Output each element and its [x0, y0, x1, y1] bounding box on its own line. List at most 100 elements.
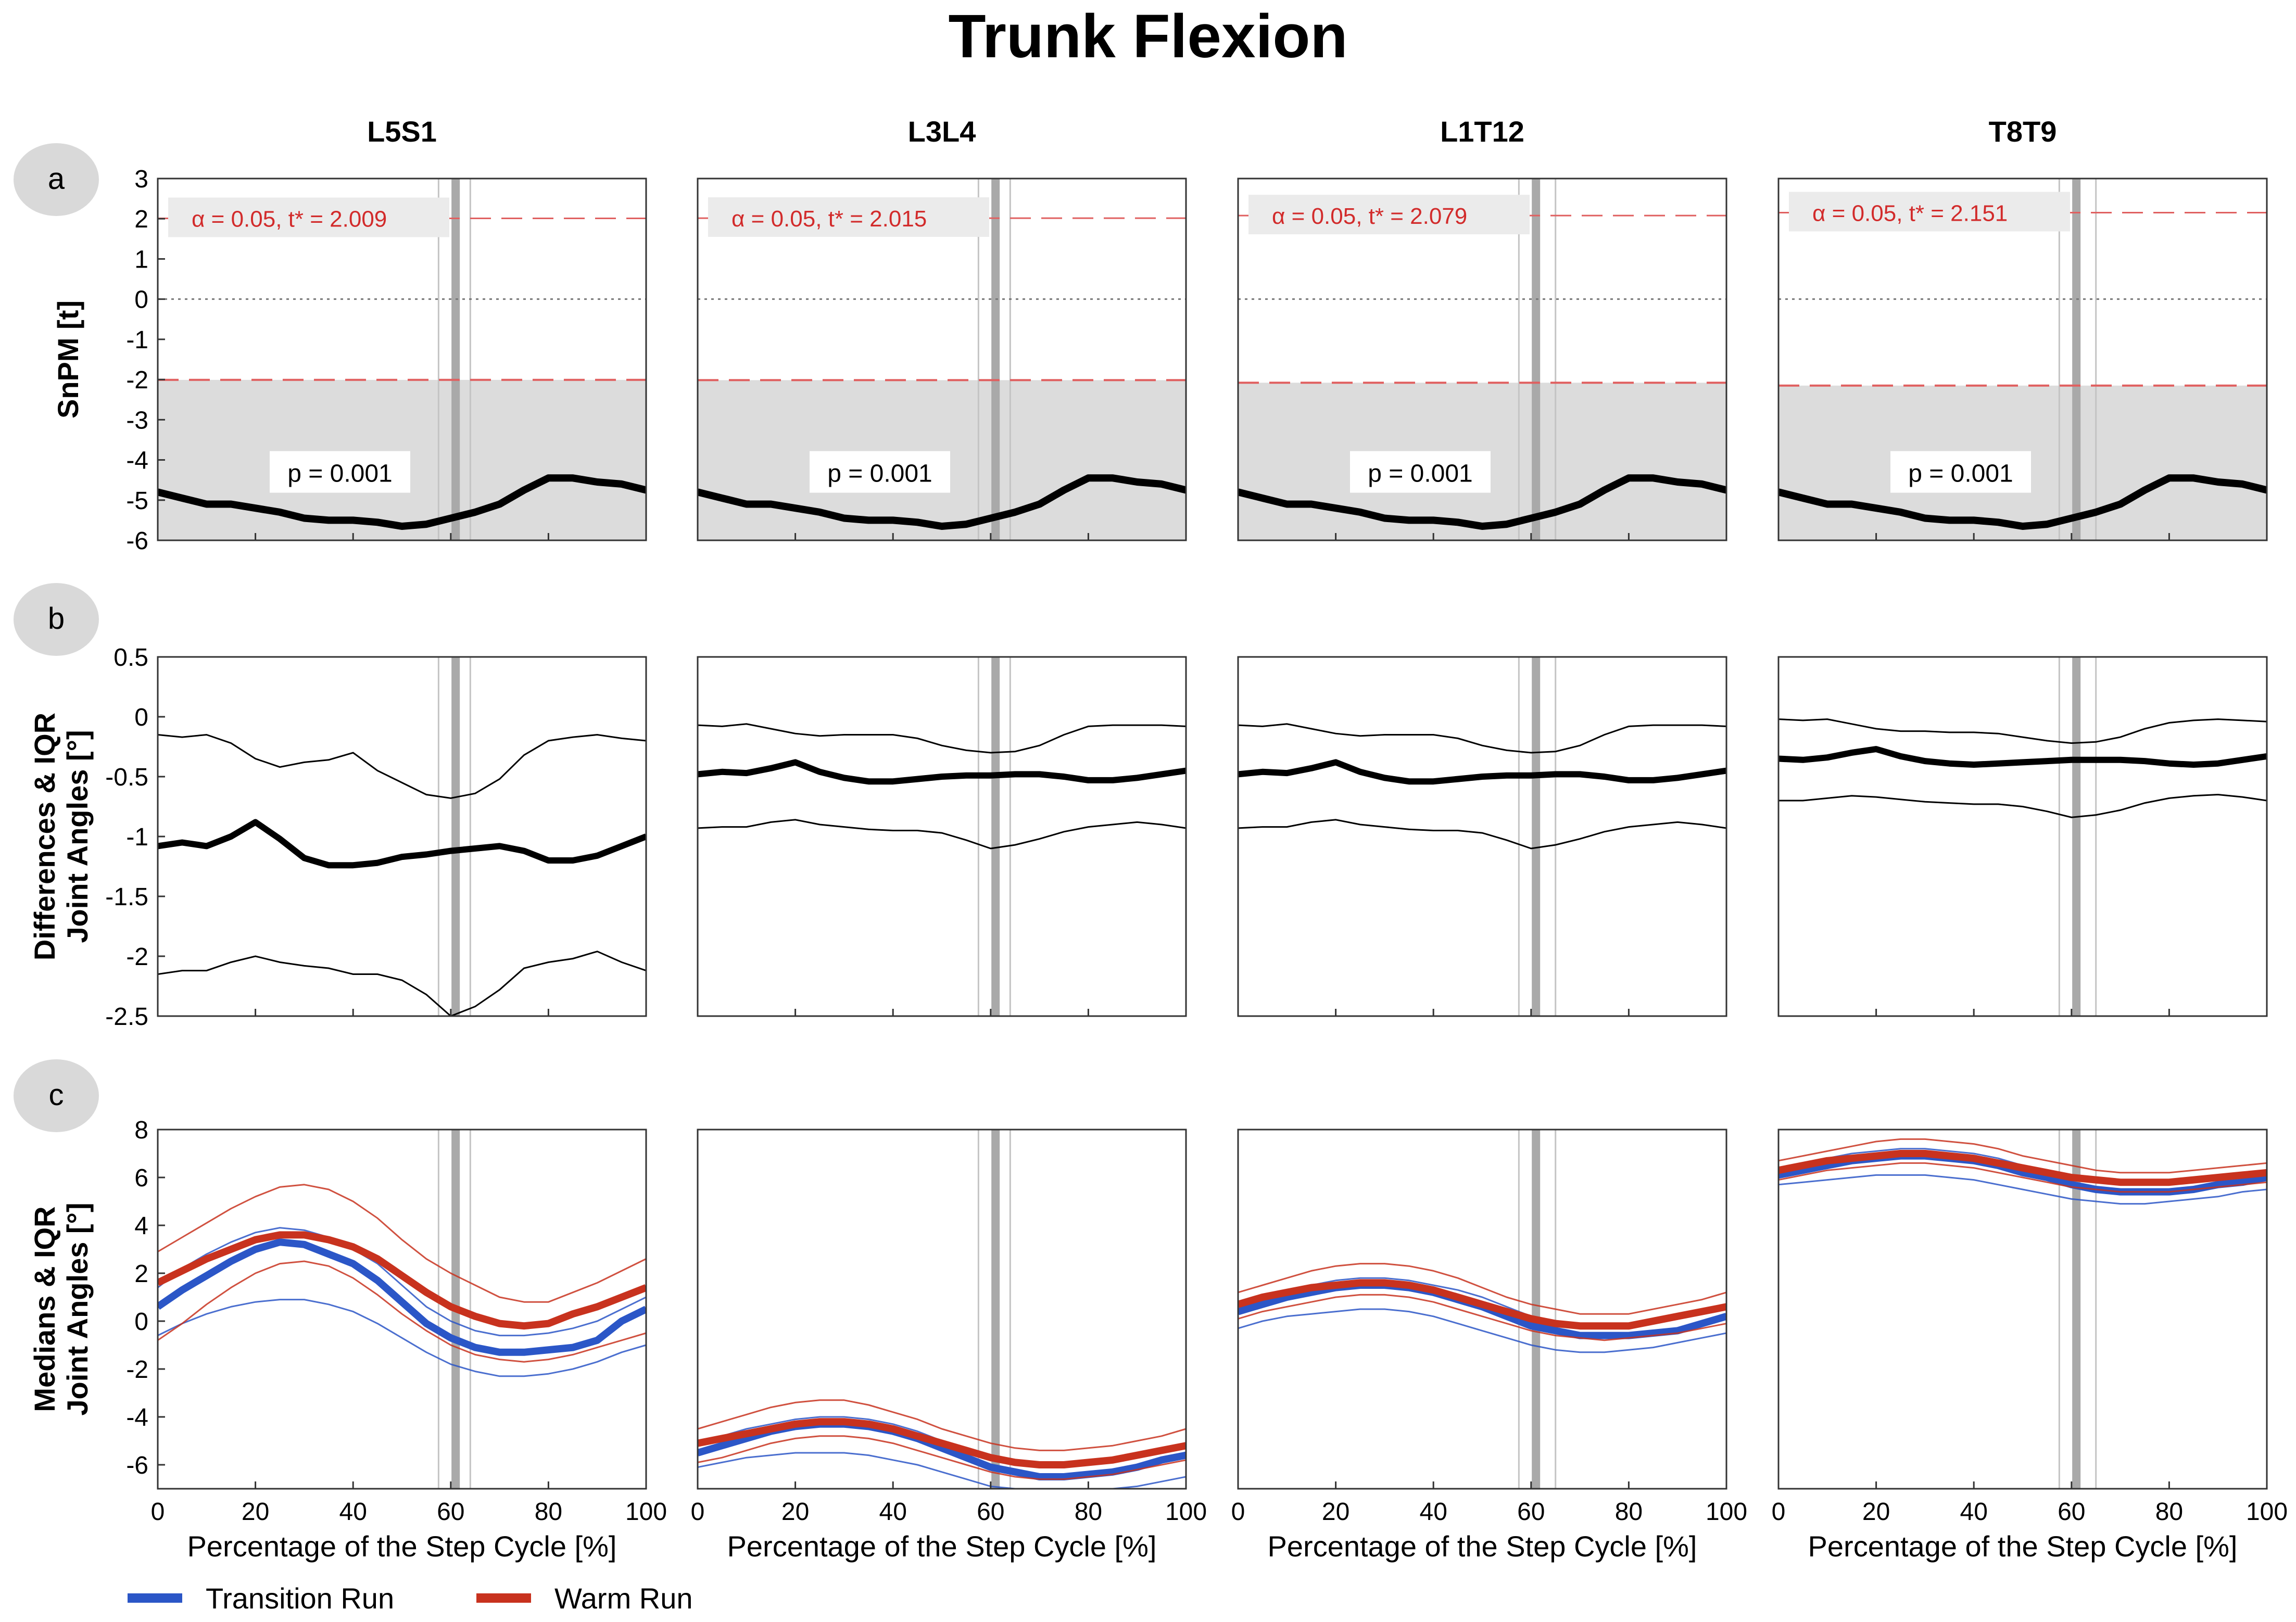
panel-plot-area — [1778, 1130, 2267, 1489]
y-tick-label: 3 — [134, 166, 148, 193]
y-tick-label: -3 — [126, 407, 148, 434]
legend-label-warm-run: Warm Run — [554, 1582, 693, 1615]
x-tick-label: 100 — [1165, 1498, 1207, 1526]
y-tick-label: 0.5 — [113, 644, 148, 671]
x-tick-label: 60 — [1517, 1498, 1545, 1526]
panel-frame — [1777, 656, 2268, 1017]
snpm-curve — [1778, 474, 2267, 530]
panel-plot-area — [1238, 657, 1726, 1016]
x-tick-label: 0 — [1231, 1498, 1245, 1526]
x-tick-label: 60 — [2058, 1498, 2085, 1526]
panel-a-l5s1: α = 0.05, t* = 2.009 p = 0.001 3 2 1 0 -1 -2 -3 -… — [126, 166, 647, 555]
panel-plot-area — [698, 657, 1186, 1016]
series-transition-run-q25 — [158, 1299, 646, 1377]
difference-median-line — [698, 759, 1186, 785]
series-transition-run-q25 — [698, 1452, 1186, 1489]
panel-frame — [697, 1129, 1187, 1490]
x-tick-label: 60 — [437, 1498, 464, 1526]
y-tick-label: -2 — [126, 366, 148, 394]
x-tick-label: 0 — [151, 1498, 165, 1526]
series-warm-run-q25 — [1778, 1162, 2267, 1193]
iqr-lower-line — [698, 819, 1186, 850]
legend-label-transition-run: Transition Run — [206, 1582, 394, 1615]
iqr-upper-line — [158, 733, 646, 799]
panel-b-l5s1: 0.5 0 -0.5 -1 -1.5 -2 -2.5 — [105, 644, 647, 1031]
series-warm-run-q25 — [698, 1435, 1186, 1480]
y-tick-label: 0 — [134, 286, 148, 314]
ylabel-row-b: Differences & IQR Joint Angles [°] — [28, 713, 94, 960]
y-tick-label: -4 — [126, 1404, 148, 1431]
x-tick-label: 40 — [879, 1498, 907, 1526]
series-warm-run-q75 — [1238, 1263, 1726, 1315]
x-tick-label: 0 — [1772, 1498, 1786, 1526]
y-tick-label: 2 — [134, 206, 148, 233]
x-tick-label: 20 — [1322, 1498, 1349, 1526]
panel-b-l1t12 — [1237, 656, 1727, 1017]
row-badge-a — [14, 143, 99, 216]
y-axis-labels: SnPM [t] Differences & IQR Joint Angles [°… — [28, 300, 94, 1416]
threshold-label: α = 0.05, t* = 2.015 — [731, 206, 927, 232]
panel-plot-area — [158, 1130, 646, 1489]
series-transition-run-q75 — [158, 1227, 646, 1337]
panel-frame — [1777, 178, 2268, 541]
threshold-label: α = 0.05, t* = 2.151 — [1812, 201, 2008, 226]
p-value-label: p = 0.001 — [1368, 460, 1473, 488]
figure-title: Trunk Flexion — [948, 2, 1347, 71]
column-header-l5s1: L5S1 — [367, 115, 437, 148]
row-badge-letter-c: c — [49, 1078, 64, 1112]
series-transition-run-median — [158, 1238, 646, 1356]
panel-a-t8t9: α = 0.05, t* = 2.151 p = 0.001 — [1777, 178, 2268, 541]
panel-c-t8t9: 0 20 40 60 80 100 Percentage of the Step Cycle… — [1772, 1129, 2288, 1563]
row-badge-letter-a: a — [48, 162, 65, 196]
iqr-lower-line — [158, 951, 646, 1016]
y-tick-label: -6 — [126, 527, 148, 555]
panel-frame — [1237, 656, 1727, 1017]
threshold-label: α = 0.05, t* = 2.079 — [1272, 204, 1467, 229]
panel-plot-area — [698, 1130, 1186, 1489]
p-value-label: p = 0.001 — [287, 460, 393, 488]
iqr-upper-line — [1238, 723, 1726, 754]
column-header-l1t12: L1T12 — [1440, 115, 1524, 148]
y-tick-label: -4 — [126, 447, 148, 475]
y-tick-label: 8 — [134, 1117, 148, 1144]
x-tick-label: 100 — [2246, 1498, 2288, 1526]
x-axis-label: Percentage of the Step Cycle [%] — [1268, 1530, 1697, 1563]
y-tick-label: 6 — [134, 1164, 148, 1192]
row-badges: a b c — [14, 143, 99, 1132]
series-warm-run-q75 — [158, 1184, 646, 1303]
panel-plot-area — [1238, 1130, 1726, 1489]
series-warm-run-median — [1778, 1150, 2267, 1186]
series-transition-run-q25 — [1778, 1174, 2267, 1205]
difference-median-line — [158, 819, 646, 869]
iqr-lower-line — [1238, 819, 1726, 850]
panel-c-l3l4: 0 20 40 60 80 100 Percentage of the Step Cycle… — [691, 1129, 1207, 1563]
y-tick-label: 2 — [134, 1260, 148, 1288]
panel-c-l1t12: 0 20 40 60 80 100 Percentage of the Step Cycle… — [1231, 1129, 1747, 1563]
y-tick-label: 0 — [134, 1308, 148, 1336]
threshold-label: α = 0.05, t* = 2.009 — [192, 207, 387, 232]
p-label-box — [1350, 451, 1491, 493]
panel-frame — [1237, 178, 1727, 541]
p-label-box — [270, 451, 410, 493]
x-tick-label: 80 — [1075, 1498, 1102, 1526]
p-value-label: p = 0.001 — [827, 460, 932, 488]
row-badge-b — [14, 583, 99, 656]
panel-frame — [697, 178, 1187, 541]
difference-median-line — [1238, 759, 1726, 785]
iqr-upper-line — [698, 723, 1186, 754]
panel-frame — [1237, 1129, 1727, 1490]
series-transition-run-q25 — [1238, 1308, 1726, 1353]
panel-frame — [1777, 1129, 2268, 1490]
ylabel-row-c-line-1: Medians & IQR — [28, 1206, 61, 1412]
snpm-curve — [698, 474, 1186, 530]
y-tick-label: -2 — [126, 1356, 148, 1384]
y-tick-label: -2 — [126, 943, 148, 971]
ylabel-row-a-line-1: SnPM [t] — [52, 300, 84, 419]
x-axis-label: Percentage of the Step Cycle [%] — [187, 1530, 617, 1563]
threshold-label-box — [708, 197, 989, 237]
series-warm-run-median — [158, 1231, 646, 1330]
x-tick-label: 20 — [1862, 1498, 1890, 1526]
panel-b-t8t9 — [1777, 656, 2268, 1017]
